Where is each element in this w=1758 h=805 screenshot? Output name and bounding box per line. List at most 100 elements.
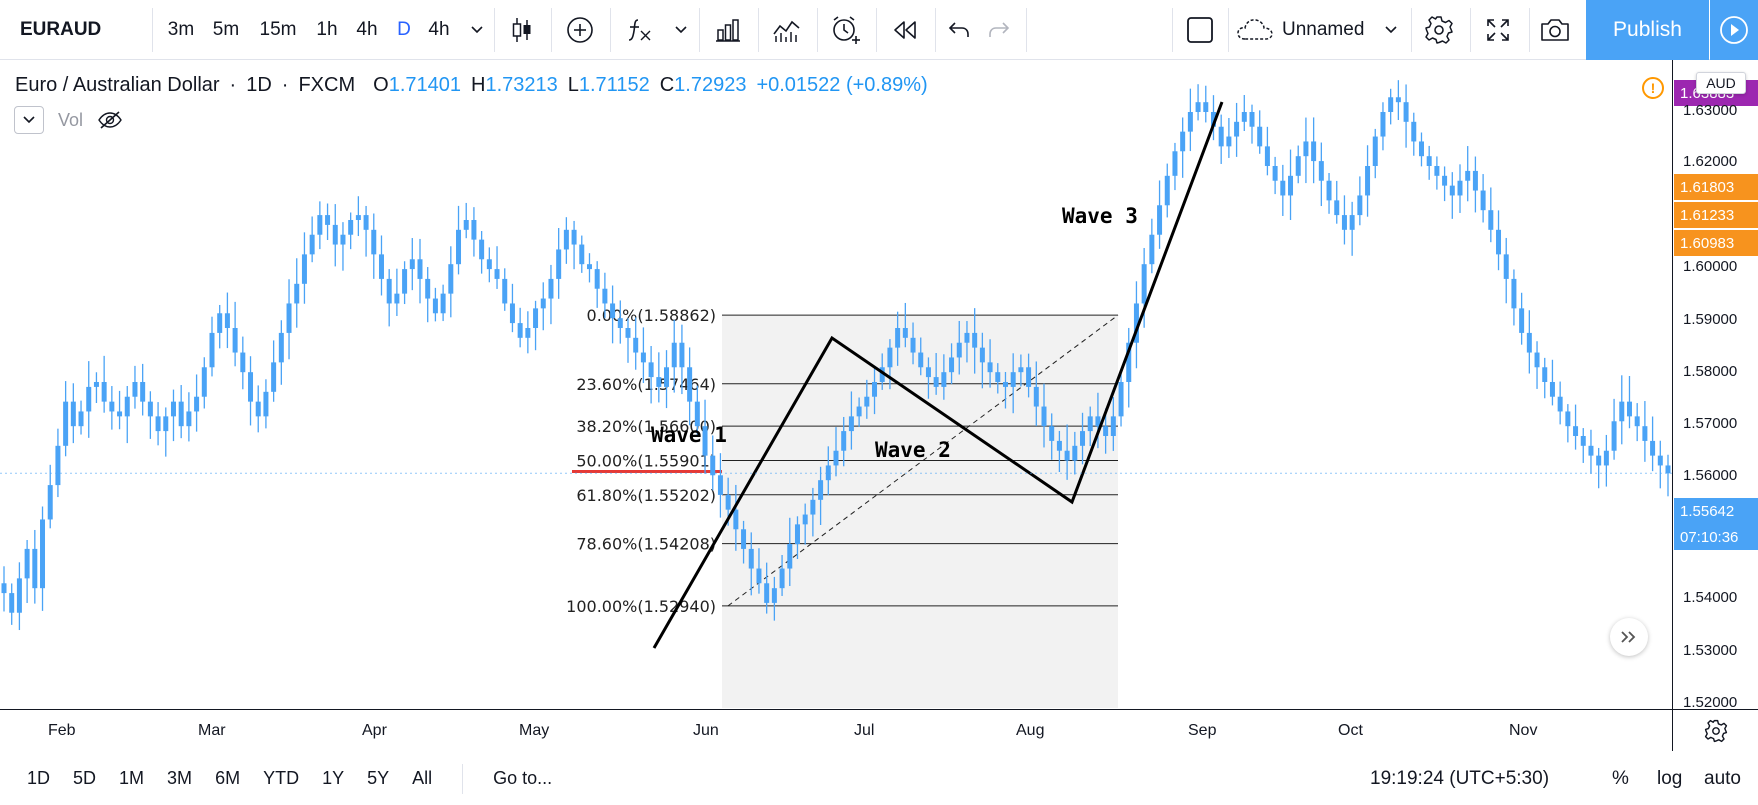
candle[interactable] bbox=[610, 285, 616, 344]
candle[interactable] bbox=[640, 327, 646, 384]
candle[interactable] bbox=[271, 340, 277, 402]
candle[interactable] bbox=[1002, 372, 1008, 409]
wave-label[interactable]: Wave 3 bbox=[1062, 204, 1138, 228]
candle[interactable] bbox=[979, 332, 985, 389]
candle[interactable] bbox=[733, 484, 739, 551]
candle[interactable] bbox=[1542, 357, 1548, 399]
candle[interactable] bbox=[1403, 84, 1409, 148]
candle[interactable] bbox=[794, 516, 800, 560]
candle[interactable] bbox=[1395, 80, 1401, 121]
candle[interactable] bbox=[1133, 281, 1139, 369]
candle[interactable] bbox=[463, 202, 469, 239]
candle[interactable] bbox=[494, 246, 500, 289]
candle[interactable] bbox=[1496, 210, 1502, 271]
candle[interactable] bbox=[63, 381, 69, 457]
candle[interactable] bbox=[1557, 381, 1563, 425]
candle[interactable] bbox=[232, 301, 238, 367]
candle[interactable] bbox=[178, 385, 184, 439]
wave-label[interactable]: Wave 1 bbox=[651, 423, 727, 447]
candle[interactable] bbox=[1349, 201, 1355, 256]
candle[interactable] bbox=[325, 203, 331, 241]
candle[interactable] bbox=[1449, 172, 1455, 219]
candle[interactable] bbox=[1195, 84, 1201, 121]
templates-button[interactable] bbox=[767, 0, 807, 60]
undo-button[interactable] bbox=[942, 0, 976, 60]
interval-4h[interactable]: 4h bbox=[351, 0, 383, 60]
candle[interactable] bbox=[594, 261, 600, 308]
candle[interactable] bbox=[1665, 454, 1671, 497]
candle[interactable] bbox=[16, 562, 22, 631]
candle[interactable] bbox=[194, 374, 200, 432]
candle[interactable] bbox=[702, 399, 708, 474]
candle[interactable] bbox=[355, 196, 361, 237]
range-3m[interactable]: 3M bbox=[167, 768, 193, 788]
currency-badge[interactable]: AUD bbox=[1696, 72, 1746, 94]
candle[interactable] bbox=[140, 363, 146, 416]
candle[interactable] bbox=[1210, 95, 1216, 141]
candle[interactable] bbox=[1241, 94, 1247, 132]
candle[interactable] bbox=[1172, 142, 1178, 191]
candle[interactable] bbox=[263, 379, 269, 429]
candle[interactable] bbox=[771, 576, 777, 621]
candle[interactable] bbox=[1257, 110, 1263, 154]
candle[interactable] bbox=[1187, 88, 1193, 152]
indicators-dropdown[interactable] bbox=[668, 0, 694, 60]
candle[interactable] bbox=[586, 253, 592, 283]
fullscreen-button[interactable] bbox=[1478, 0, 1518, 60]
candle[interactable] bbox=[101, 355, 107, 413]
candle[interactable] bbox=[1619, 375, 1625, 445]
candle[interactable] bbox=[255, 385, 261, 433]
price-chart[interactable]: 0.00%(1.58862) 23.60%(1.57464) 38.20%(1.56… bbox=[0, 60, 1672, 710]
candle[interactable] bbox=[109, 386, 115, 430]
candle[interactable] bbox=[818, 466, 824, 526]
candle[interactable] bbox=[633, 317, 639, 370]
candle[interactable] bbox=[1126, 327, 1132, 408]
candle[interactable] bbox=[1280, 164, 1286, 216]
candle[interactable] bbox=[1311, 117, 1317, 184]
candle[interactable] bbox=[117, 390, 123, 430]
auto-scale-toggle[interactable]: auto bbox=[1704, 768, 1741, 789]
fib-retracement-zone[interactable] bbox=[722, 315, 1118, 708]
candle[interactable] bbox=[825, 446, 831, 496]
candle[interactable] bbox=[1264, 126, 1270, 176]
interval-4h-custom[interactable]: 4h bbox=[422, 0, 456, 60]
candle[interactable] bbox=[1603, 434, 1609, 487]
candle[interactable] bbox=[55, 428, 61, 498]
candle[interactable] bbox=[1087, 406, 1093, 447]
go-to-date-button[interactable]: Go to... bbox=[493, 768, 553, 788]
candle[interactable] bbox=[1549, 359, 1555, 406]
candle[interactable] bbox=[679, 324, 685, 395]
candle[interactable] bbox=[1511, 269, 1517, 326]
candle[interactable] bbox=[1526, 310, 1532, 374]
redo-button[interactable] bbox=[982, 0, 1016, 60]
candle[interactable] bbox=[9, 583, 15, 625]
candle[interactable] bbox=[479, 231, 485, 274]
candle[interactable] bbox=[486, 247, 492, 283]
candle[interactable] bbox=[209, 316, 215, 377]
candle[interactable] bbox=[887, 339, 893, 390]
candle[interactable] bbox=[656, 352, 662, 403]
time-axis[interactable]: Feb Mar Apr May Jun Jul Aug Sep Oct Nov bbox=[0, 709, 1672, 751]
candle[interactable] bbox=[155, 402, 161, 446]
scroll-to-realtime-button[interactable] bbox=[1610, 618, 1648, 656]
candle[interactable] bbox=[748, 532, 754, 596]
axis-settings-button[interactable] bbox=[1672, 709, 1758, 751]
candle[interactable] bbox=[925, 357, 931, 399]
chart-settings-button[interactable] bbox=[1419, 0, 1459, 60]
warning-icon[interactable]: ! bbox=[1642, 77, 1664, 99]
candle[interactable] bbox=[1642, 401, 1648, 462]
candle[interactable] bbox=[533, 300, 539, 351]
candle[interactable] bbox=[456, 205, 462, 275]
candle[interactable] bbox=[309, 216, 315, 263]
range-all[interactable]: All bbox=[412, 768, 433, 788]
candle[interactable] bbox=[563, 217, 569, 264]
candle[interactable] bbox=[1180, 117, 1186, 178]
candle[interactable] bbox=[933, 353, 939, 395]
candle[interactable] bbox=[378, 235, 384, 296]
candle[interactable] bbox=[810, 487, 816, 537]
range-1m[interactable]: 1M bbox=[119, 768, 145, 788]
candle[interactable] bbox=[248, 356, 254, 426]
candle[interactable] bbox=[787, 517, 793, 587]
candle[interactable] bbox=[779, 554, 785, 596]
candle[interactable] bbox=[32, 529, 38, 604]
